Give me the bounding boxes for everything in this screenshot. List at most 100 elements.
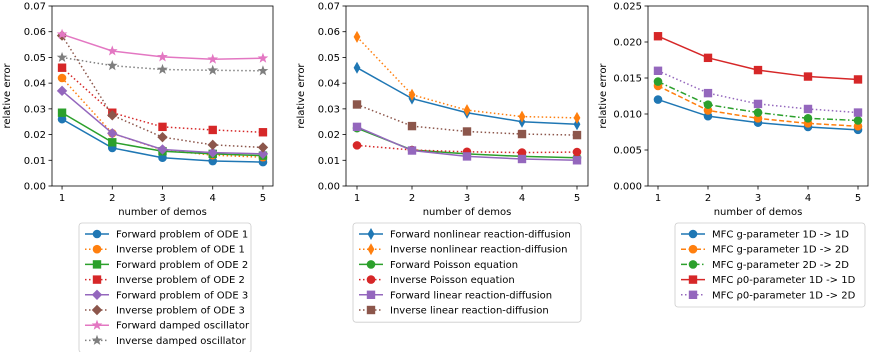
legend-label: Forward Poisson equation [390, 260, 518, 271]
data-point [753, 99, 763, 109]
data-point [57, 114, 67, 124]
legend-box [674, 222, 866, 308]
legend: MFC g-parameter 1D -> 1D MFC g-parameter … [674, 222, 866, 308]
y-tick-label: 0.03 [24, 104, 46, 115]
legend-label: Inverse damped oscillator [116, 336, 247, 347]
legend-label: MFC g-parameter 1D -> 2D [712, 245, 849, 256]
data-point [407, 146, 417, 155]
data-point [157, 51, 168, 62]
y-tick-label: 0.00 [318, 182, 340, 193]
data-point [803, 72, 813, 81]
legend: Forward problem of ODE 1 Inverse problem … [78, 222, 252, 352]
legend-label: Inverse problem of ODE 2 [116, 275, 245, 286]
legend-marker [688, 275, 698, 284]
x-tick-label: 1 [59, 193, 65, 204]
x-tick-label: 5 [855, 193, 861, 204]
x-tick-label: 5 [260, 193, 266, 204]
data-point [653, 95, 663, 104]
y-tick-label: 0.07 [24, 2, 46, 13]
data-point [257, 65, 269, 76]
data-point [573, 118, 581, 131]
legend-label: Forward problem of ODE 2 [116, 260, 248, 271]
y-tick-label: 0.05 [318, 53, 340, 64]
legend-label: MFC g-parameter 2D -> 2D [712, 260, 849, 271]
y-tick-label: 0.015 [613, 74, 642, 85]
y-tick-label: 0.025 [613, 2, 642, 13]
series-5 [653, 66, 863, 117]
y-axis-label: relative error [2, 63, 13, 129]
data-point [207, 53, 219, 64]
legend-marker [366, 290, 376, 299]
x-tick-label: 3 [755, 193, 761, 204]
x-tick-label: 2 [109, 193, 115, 204]
legend-label: Inverse linear reaction-diffusion [390, 306, 549, 317]
series-3 [653, 77, 863, 125]
data-point [257, 148, 269, 160]
series-8 [56, 51, 269, 76]
legend-marker [92, 244, 102, 254]
data-point [158, 153, 167, 163]
data-point [208, 125, 217, 135]
data-point [463, 104, 471, 117]
data-point [157, 63, 168, 75]
series-6 [352, 100, 582, 140]
data-point [352, 100, 362, 109]
data-point [803, 114, 813, 123]
legend-label: MFC ρ0-parameter 1D -> 2D [712, 290, 856, 301]
y-tick-label: 0.010 [613, 110, 642, 121]
data-point [258, 128, 268, 137]
x-axis-label: number of demos [423, 207, 512, 218]
x-tick-label: 4 [519, 193, 525, 204]
legend-marker [367, 228, 375, 240]
legend-marker [92, 260, 102, 269]
legend-marker [366, 305, 376, 315]
data-point [207, 64, 219, 75]
series-7 [56, 28, 269, 64]
x-axis-label: number of demos [714, 207, 803, 218]
series-5 [352, 122, 582, 165]
y-axis-label: relative error [296, 63, 307, 129]
legend-marker [91, 334, 103, 345]
legend-marker [91, 304, 103, 316]
chart-1: 0.00 0.01 0.02 0.03 0.04 0.05 0.06 0.07 1 2 3 4 5 num… [2, 2, 274, 352]
y-tick-label: 0.07 [318, 2, 340, 13]
legend-label: Inverse Poisson equation [390, 275, 515, 286]
data-point [408, 88, 416, 101]
y-tick-label: 0.01 [318, 156, 340, 167]
data-point [157, 144, 168, 155]
y-tick-label: 0.03 [318, 104, 340, 115]
data-point [352, 122, 362, 132]
legend-marker [688, 229, 698, 239]
legend-marker [92, 275, 102, 284]
data-point [703, 100, 713, 109]
data-point [462, 152, 472, 161]
legend-label: Forward linear reaction-diffusion [390, 290, 552, 301]
data-point [753, 108, 763, 117]
x-tick-label: 2 [705, 193, 711, 204]
data-point [703, 53, 713, 63]
y-tick-label: 0.02 [318, 130, 340, 141]
legend-box [352, 222, 582, 323]
data-point [352, 141, 362, 150]
series-4 [57, 63, 268, 137]
y-tick-label: 0.00 [24, 182, 46, 193]
data-point [462, 127, 472, 136]
y-tick-label: 0.05 [24, 53, 46, 64]
y-axis-label: relative error [598, 63, 609, 129]
legend-marker [367, 243, 375, 256]
data-point [518, 110, 526, 123]
y-tick-label: 0.04 [318, 79, 340, 90]
data-point [57, 108, 67, 117]
legend-marker [91, 289, 103, 300]
y-tick-label: 0.02 [24, 130, 46, 141]
data-point [572, 147, 582, 157]
legend-label: Inverse problem of ODE 1 [116, 245, 245, 256]
data-point [753, 65, 763, 75]
data-point [517, 148, 527, 157]
legend-label: Forward damped oscillator [116, 321, 250, 332]
legend-label: Inverse problem of ODE 3 [116, 306, 245, 317]
data-point [107, 110, 118, 121]
y-tick-label: 0.020 [613, 38, 642, 49]
series-line [61, 67, 263, 134]
